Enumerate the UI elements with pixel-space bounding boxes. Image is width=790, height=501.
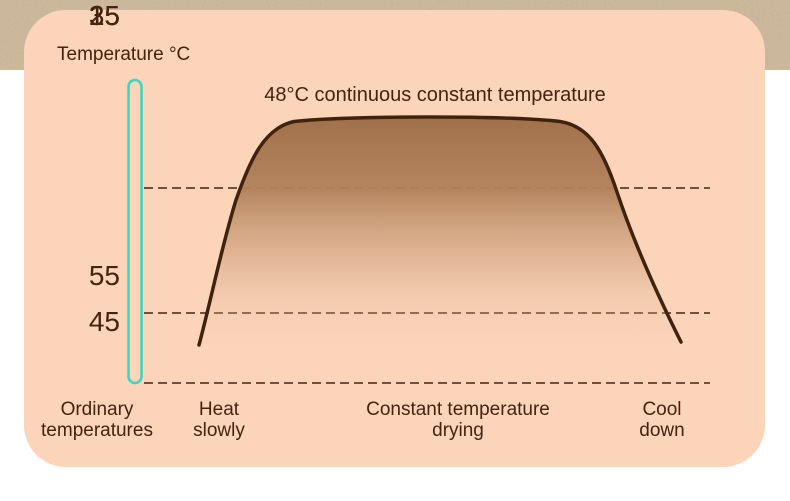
temperature-curve-line (197, 115, 683, 347)
y-tick-35: 35 (88, 0, 120, 31)
phase-label-line: drying (432, 420, 484, 441)
phase-label-line: slowly (193, 420, 245, 441)
y-axis-title: Temperature °C (57, 44, 191, 65)
phase-label-line: Constant temperature (366, 399, 550, 420)
y-tick-55: 55 (88, 260, 120, 291)
phase-label-line: temperatures (41, 420, 153, 441)
chart-title: 48°C continuous constant temperature (264, 84, 606, 106)
y-tick-25: 25 (88, 0, 120, 31)
phase-label-line: down (639, 420, 685, 441)
thermometer-tube-icon (127, 78, 143, 385)
y-tick-45: 45 (88, 306, 120, 337)
phase-label-line: Heat (198, 399, 240, 420)
phase-label-line: Cool (642, 399, 682, 420)
phase-label-line: Ordinary (60, 399, 134, 420)
y-tick-15: 15 (88, 0, 120, 31)
phase-label-ordinary-temperatures: Ordinary temperatures (17, 399, 177, 441)
phase-label-cool-down: Cool down (612, 399, 712, 441)
phase-label-heat-slowly: Heat slowly (149, 399, 289, 441)
phase-label-constant-temperature-drying: Constant temperature drying (358, 399, 558, 441)
temperature-curve-fill (194, 117, 686, 356)
